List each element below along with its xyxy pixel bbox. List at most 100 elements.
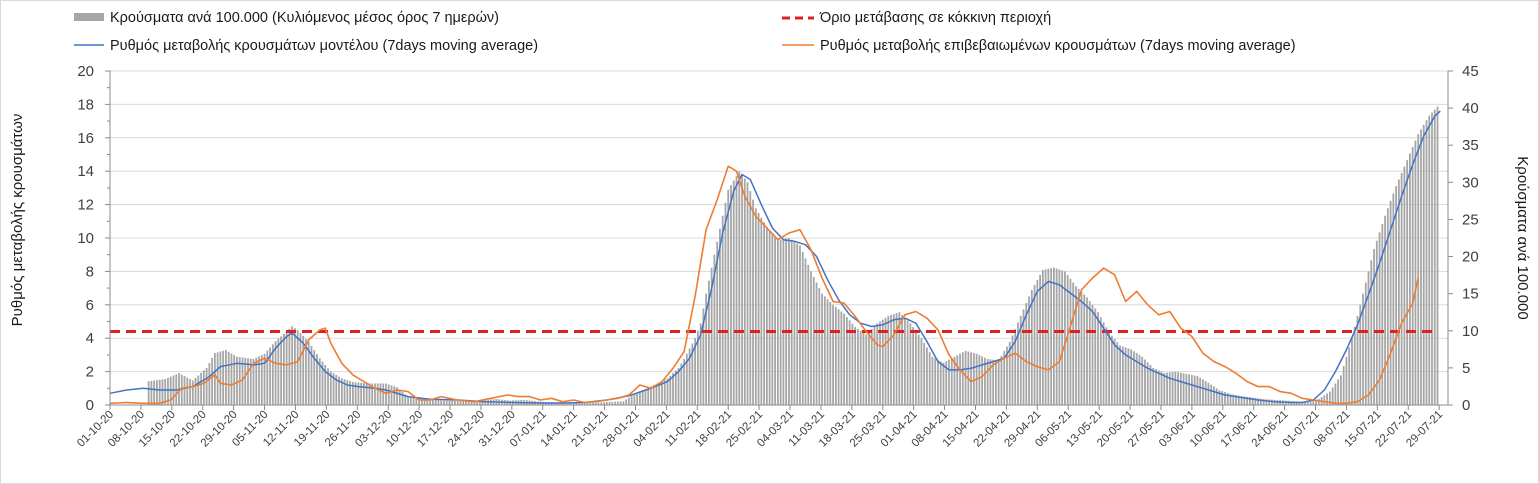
bar <box>1304 401 1306 405</box>
bar <box>716 241 719 405</box>
bar <box>420 398 423 405</box>
y-right-tick-label: 20 <box>1462 249 1479 266</box>
bar <box>321 361 324 405</box>
bar <box>147 381 150 405</box>
bar <box>1055 268 1058 405</box>
bar <box>227 351 230 405</box>
bar <box>843 313 846 405</box>
bar <box>476 400 478 405</box>
bar <box>1431 112 1433 405</box>
bar <box>1315 399 1317 405</box>
bar <box>765 226 768 405</box>
bar <box>829 302 832 405</box>
bar <box>694 338 696 405</box>
bar <box>252 358 255 405</box>
bar <box>1036 279 1039 405</box>
bar <box>746 182 749 405</box>
bar <box>1083 294 1086 405</box>
bar <box>222 350 225 405</box>
bar <box>1121 346 1124 405</box>
bar <box>1312 400 1315 405</box>
bar <box>672 373 674 405</box>
bar <box>760 217 763 405</box>
bar <box>641 390 644 405</box>
bar <box>407 396 409 405</box>
bar <box>622 401 625 405</box>
bar <box>374 383 376 405</box>
bar <box>1403 166 1406 405</box>
bar <box>459 401 462 405</box>
bar <box>1185 373 1188 405</box>
bar <box>895 313 898 405</box>
bar <box>950 358 953 405</box>
bar <box>589 402 592 405</box>
bar <box>1331 387 1334 405</box>
bar <box>594 402 597 405</box>
bar <box>390 385 393 405</box>
bar <box>412 397 415 405</box>
bar <box>1326 393 1329 405</box>
legend-label-model: Ρυθμός μεταβολής κρουσμάτων μοντέλου (7d… <box>110 38 538 54</box>
bar <box>387 384 390 405</box>
bar <box>1436 106 1439 406</box>
bar <box>857 328 859 405</box>
bar <box>1204 381 1207 405</box>
bar <box>948 359 950 405</box>
bar <box>186 377 189 405</box>
bar <box>1199 377 1202 405</box>
bar <box>892 314 895 405</box>
bar <box>564 403 567 405</box>
bar <box>1309 401 1312 405</box>
bar <box>443 400 445 405</box>
bar <box>1155 369 1157 405</box>
bar <box>1003 351 1006 405</box>
bar <box>1428 115 1431 406</box>
bar <box>639 391 641 405</box>
y-right-tick-label: 40 <box>1462 100 1479 117</box>
bar <box>578 403 581 405</box>
bar <box>788 238 790 405</box>
bar <box>567 403 570 405</box>
bar <box>213 353 216 405</box>
bar <box>462 401 465 405</box>
bar <box>992 359 995 405</box>
bar <box>1334 383 1337 405</box>
bar <box>981 356 984 405</box>
bar <box>1301 401 1304 405</box>
bar <box>158 379 161 405</box>
bar <box>1389 200 1392 405</box>
bar <box>169 376 172 405</box>
bar <box>1130 349 1133 405</box>
bar <box>834 307 837 405</box>
bar <box>914 330 917 405</box>
bar <box>658 382 661 405</box>
bar <box>1099 317 1102 405</box>
bar <box>768 230 771 405</box>
bar <box>260 355 263 405</box>
bar <box>600 402 603 405</box>
bar <box>230 353 233 405</box>
bar <box>318 358 321 405</box>
bar <box>926 347 928 405</box>
bar <box>917 334 920 405</box>
bar <box>741 174 743 405</box>
bar <box>691 343 694 405</box>
bar <box>310 345 313 405</box>
bar <box>1075 286 1077 405</box>
bar <box>263 353 266 405</box>
bar <box>696 330 699 405</box>
bar <box>456 400 459 405</box>
bar <box>349 381 352 405</box>
bar <box>699 323 702 405</box>
bar <box>1066 275 1069 405</box>
bar <box>1207 382 1210 405</box>
bar <box>1000 355 1003 405</box>
bar <box>1237 395 1240 405</box>
bar <box>735 175 738 405</box>
bar <box>724 202 727 405</box>
bar <box>1041 269 1044 405</box>
legend-label-confirmed: Ρυθμός μεταβολής επιβεβαιωμένων κρουσμάτ… <box>820 38 1296 54</box>
bar <box>1182 373 1185 405</box>
bar <box>1157 370 1160 405</box>
bar <box>200 372 202 405</box>
